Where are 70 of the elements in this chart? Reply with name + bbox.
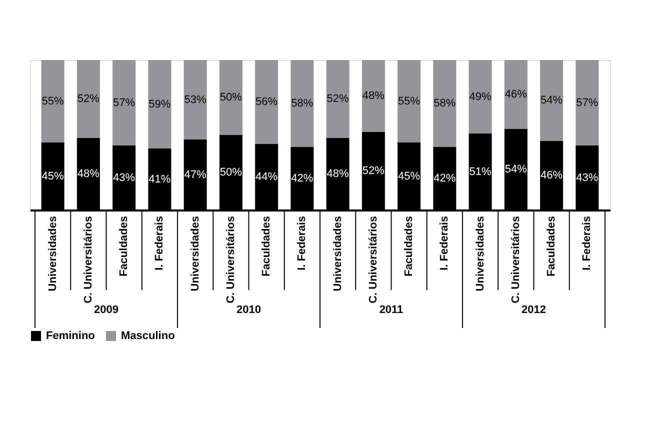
bar (112, 60, 136, 146)
data-label: 57% (576, 96, 598, 109)
bar (76, 60, 100, 138)
bar (148, 60, 172, 148)
data-label: 49% (469, 90, 492, 103)
data-label: 58% (291, 98, 314, 110)
data-label: 58% (434, 98, 456, 110)
x-tick-label: Universidades (189, 216, 202, 292)
data-label: 56% (256, 96, 278, 108)
bar (468, 60, 492, 134)
data-label: 57% (113, 96, 136, 109)
bar (255, 60, 278, 144)
text: 2012 (522, 304, 546, 316)
data-label: 53% (184, 94, 207, 106)
x-tick-label: Universidades (474, 216, 486, 292)
bar (540, 60, 564, 141)
data-label: 59% (148, 98, 171, 110)
bar (219, 60, 242, 135)
text: 2009 (94, 304, 118, 316)
data-label: 52% (362, 165, 385, 177)
data-label: 54% (504, 164, 528, 176)
bar (362, 60, 385, 132)
bar (504, 60, 528, 129)
data-label: 51% (469, 166, 492, 178)
legend-label: Feminino (46, 330, 96, 342)
legend-label: Masculino (121, 330, 176, 342)
data-label: 45% (42, 170, 64, 182)
data-label: 42% (434, 172, 456, 184)
x-tick-label: Universidades (46, 216, 59, 292)
x-tick-label: I. Federais (296, 216, 308, 270)
bar (326, 60, 350, 138)
x-tick-label: C. Universitários (224, 216, 237, 304)
bar (398, 60, 421, 142)
x-tick-label: Universidades (332, 216, 344, 292)
data-label: 48% (326, 168, 350, 180)
text: 2010 (236, 304, 261, 316)
data-label: 48% (77, 168, 100, 180)
data-label: 48% (362, 90, 385, 102)
bar (184, 60, 207, 140)
x-tick-label: Faculdades (403, 216, 416, 277)
data-label: 45% (398, 170, 420, 182)
data-label: 52% (326, 93, 350, 105)
x-tick-label: Faculdades (260, 216, 273, 277)
data-label: 50% (220, 92, 242, 104)
x-tick-label: C. Universitários (367, 216, 380, 304)
x-tick-label: C. Universitários (510, 216, 522, 304)
data-label: 43% (113, 172, 136, 184)
bar (290, 60, 314, 147)
data-label: 41% (148, 173, 171, 186)
x-tick-label: I. Federais (438, 216, 451, 270)
data-label: 55% (398, 95, 420, 108)
x-tick-label: I. Federais (154, 216, 166, 270)
x-tick-label: Faculdades (118, 216, 130, 277)
data-label: 43% (576, 172, 598, 184)
x-tick-label: C. Universitários (82, 216, 94, 304)
data-label: 46% (540, 170, 563, 182)
data-label: 52% (77, 93, 100, 105)
x-tick-label: Faculdades (546, 216, 558, 277)
data-label: 54% (540, 94, 563, 106)
bar (576, 60, 599, 146)
data-label: 55% (42, 95, 64, 108)
data-label: 46% (504, 88, 528, 100)
text: 2011 (379, 304, 404, 316)
bar (41, 60, 64, 142)
bar (433, 60, 456, 147)
data-label: 50% (220, 166, 242, 178)
data-label: 47% (184, 168, 207, 181)
data-label: 42% (291, 172, 314, 184)
x-tick-label: I. Federais (581, 216, 594, 270)
data-label: 44% (256, 171, 278, 183)
